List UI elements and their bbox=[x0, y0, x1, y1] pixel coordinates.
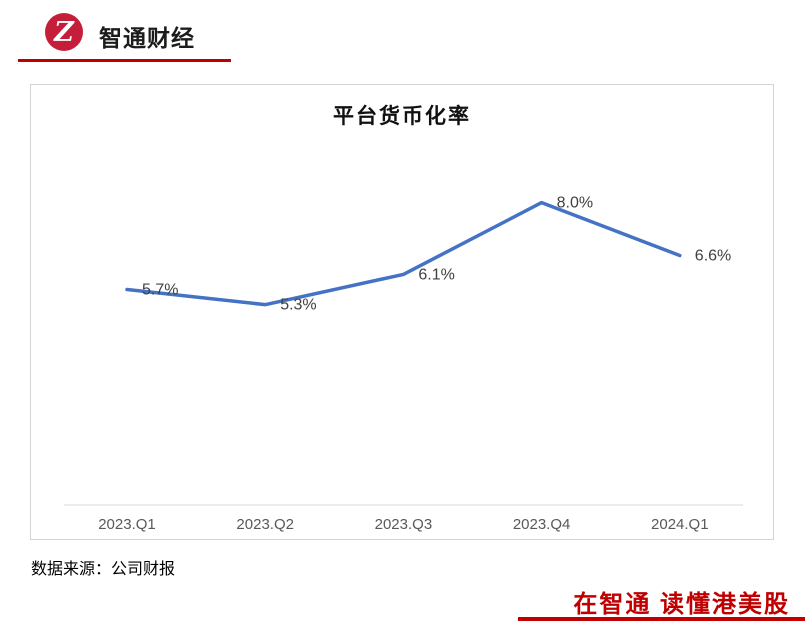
line-chart: 5.7% 5.3% 6.1% 8.0% 6.6% 2023.Q1 2023.Q2 2023.Q… bbox=[64, 195, 743, 533]
x-axis-tick-label: 2023.Q2 bbox=[236, 516, 294, 533]
chart-title: 平台货币化率 bbox=[333, 104, 471, 128]
x-axis-tick-label: 2023.Q3 bbox=[375, 516, 433, 533]
footer-rule bbox=[518, 617, 805, 621]
header-rule bbox=[18, 59, 231, 62]
data-label: 6.1% bbox=[418, 266, 454, 283]
brand-name: 智通财经 bbox=[99, 25, 195, 51]
logo-glyph: Z bbox=[53, 17, 75, 48]
data-label: 6.6% bbox=[695, 248, 731, 265]
source-note: 数据来源：公司财报 bbox=[31, 561, 176, 578]
x-axis-tick-label: 2023.Q1 bbox=[98, 516, 156, 533]
data-label: 5.7% bbox=[142, 282, 178, 299]
data-label: 8.0% bbox=[557, 195, 593, 212]
x-axis-tick-label: 2024.Q1 bbox=[651, 516, 709, 533]
chart-panel: 平台货币化率 5.7% 5.3% 6.1% 8.0% 6.6% 2023.Q1 2023.Q… bbox=[30, 84, 774, 540]
logo-circle bbox=[45, 13, 83, 51]
zhitong-logo-icon: Z bbox=[45, 13, 83, 51]
x-axis-tick-label: 2023.Q4 bbox=[513, 516, 571, 533]
data-label: 5.3% bbox=[280, 297, 316, 314]
series-line bbox=[125, 200, 682, 307]
slogan-text: 在智通 读懂港美股 bbox=[573, 591, 790, 618]
